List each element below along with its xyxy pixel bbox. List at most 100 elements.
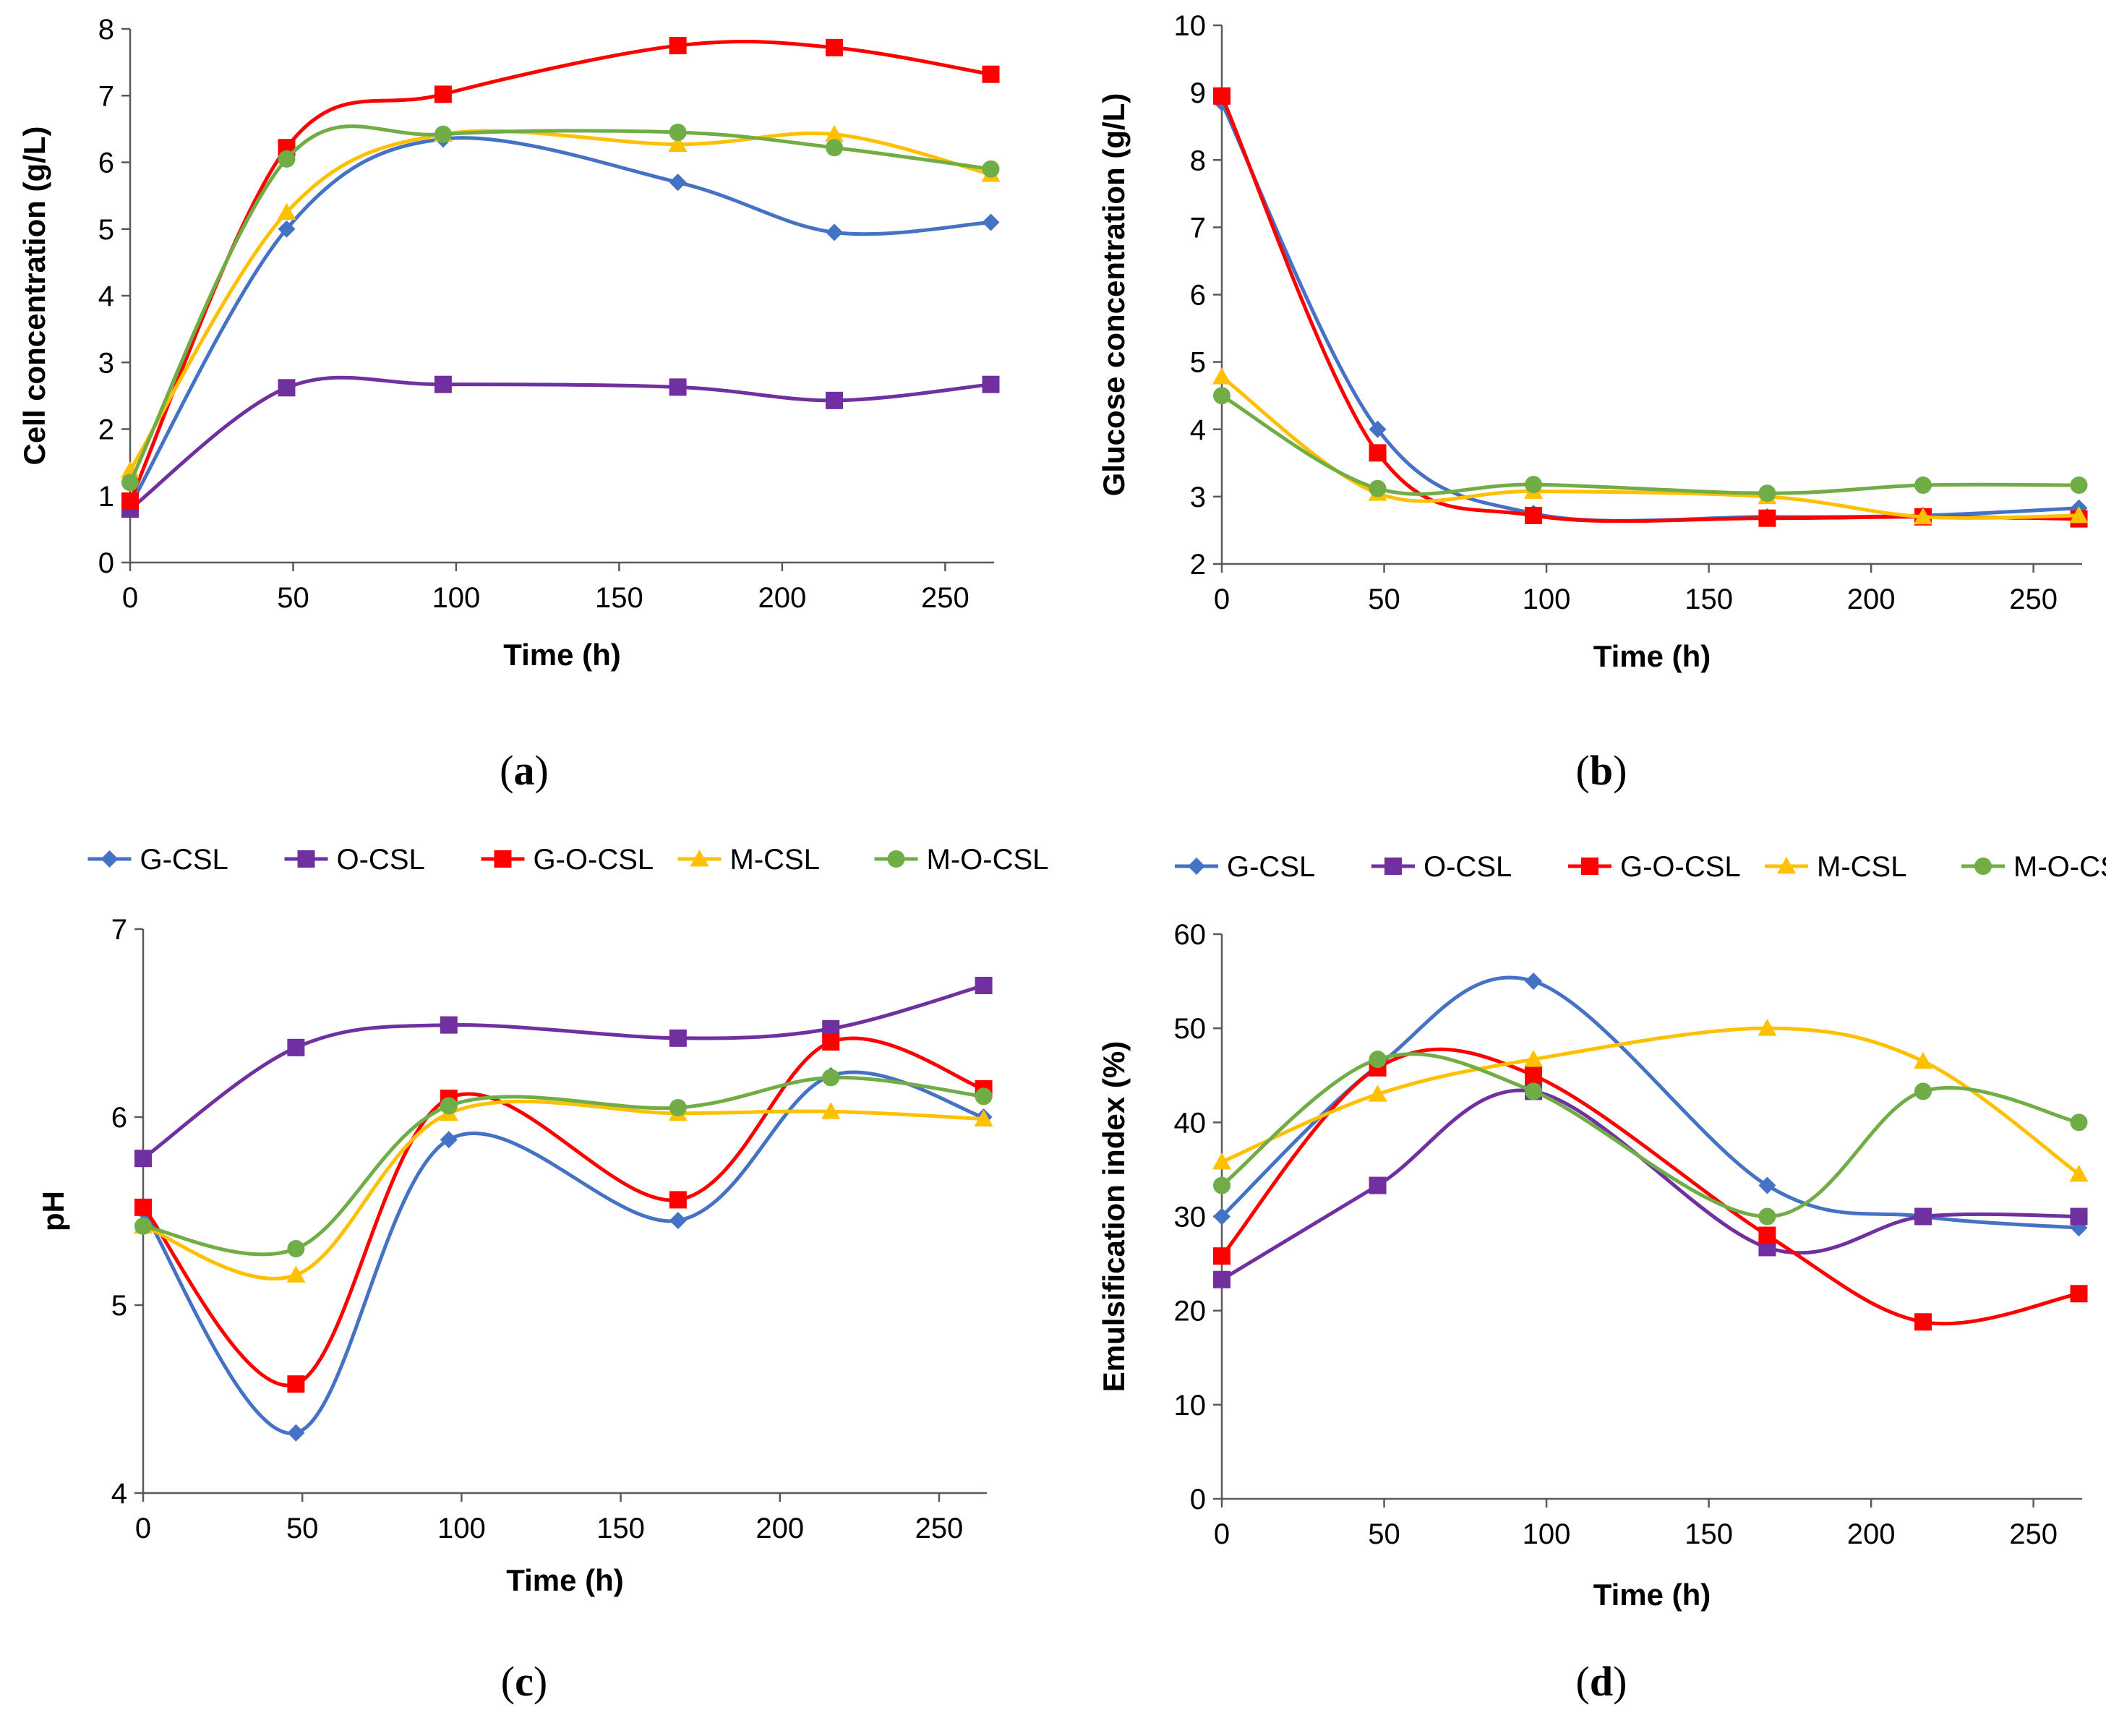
y-tick-label: 2 <box>98 414 114 446</box>
data-point-g-o-csl <box>1213 1247 1230 1265</box>
series-m-csl <box>1212 1019 2089 1182</box>
data-point-g-csl <box>1213 1207 1230 1226</box>
data-point-m-csl <box>286 1265 306 1283</box>
data-point-m-o-csl <box>434 125 452 143</box>
y-tick-label: 2 <box>1190 549 1206 581</box>
series-m-csl <box>121 124 1001 479</box>
legend-item-o-csl: O-CSL <box>284 844 425 876</box>
y-tick-label: 8 <box>1190 145 1206 176</box>
series-o-csl <box>1213 1082 2088 1288</box>
x-tick-label: 50 <box>1368 583 1400 615</box>
data-point-g-csl <box>440 1131 458 1149</box>
x-tick-label: 50 <box>286 1513 319 1544</box>
series-o-csl <box>121 375 1000 518</box>
x-axis-title: Time (h) <box>1593 1578 1711 1612</box>
data-point-g-csl <box>669 174 687 192</box>
y-tick-label: 4 <box>111 1478 127 1510</box>
series-line-o-csl <box>142 983 985 1160</box>
legend-item-g-o-csl: G-O-CSL <box>481 844 654 876</box>
data-point-g-o-csl <box>822 1033 840 1051</box>
data-point-m-o-csl <box>826 139 844 157</box>
y-tick-label: 50 <box>1174 1013 1207 1045</box>
data-point-g-csl <box>1369 420 1387 438</box>
series-line-g-o-csl <box>1220 95 2079 523</box>
y-tick-label: 4 <box>1190 414 1206 446</box>
panel-caption: (d) <box>1576 1658 1627 1705</box>
series-line-g-o-csl <box>142 1036 985 1387</box>
y-tick-label: 7 <box>1190 212 1206 244</box>
y-axis-title: Glucose concentration (g/L) <box>1097 93 1131 497</box>
legend-marker-m-csl <box>690 850 709 867</box>
series-m-o-csl <box>134 1069 993 1257</box>
x-tick-label: 200 <box>1847 1518 1896 1550</box>
data-point-o-csl <box>982 375 1000 393</box>
data-point-g-csl <box>1525 972 1543 991</box>
x-tick-label: 50 <box>1368 1518 1400 1550</box>
legend-marker-g-o-csl <box>1581 858 1598 875</box>
data-point-o-csl <box>134 1150 152 1168</box>
data-point-g-o-csl <box>1525 1066 1543 1085</box>
y-tick-label: 9 <box>1190 77 1206 109</box>
series-line-g-o-csl <box>128 39 991 503</box>
y-tick-label: 20 <box>1174 1296 1207 1327</box>
legend: G-CSL O-CSL G-O-CSL M-CSL M-O-CSL <box>1175 851 2106 883</box>
data-point-g-o-csl <box>982 65 1000 83</box>
x-tick-label: 150 <box>1685 583 1733 615</box>
data-point-o-csl <box>434 375 452 393</box>
series-line-m-o-csl <box>1220 394 2079 496</box>
data-point-m-o-csl <box>2070 476 2088 495</box>
x-tick-label: 250 <box>2009 583 2058 615</box>
data-point-g-o-csl <box>1914 1313 1932 1331</box>
y-tick-label: 0 <box>1190 1484 1206 1515</box>
x-tick-label: 150 <box>596 1513 645 1544</box>
data-point-m-o-csl <box>440 1097 458 1115</box>
y-axis-title: pH <box>36 1191 70 1231</box>
data-point-g-o-csl <box>287 1375 305 1393</box>
data-point-m-o-csl <box>2070 1113 2088 1132</box>
chart-a: 0 1 2 3 4 5 6 7 8 0 50 100 150 200 250 Time (h) Cell con… <box>17 14 1001 794</box>
data-point-m-csl <box>2069 505 2089 523</box>
x-tick-label: 150 <box>1685 1518 1733 1550</box>
y-tick-label: 10 <box>1174 10 1207 42</box>
panel-caption: (b) <box>1576 747 1627 794</box>
data-point-o-csl <box>1369 1176 1387 1194</box>
data-point-g-o-csl <box>1758 509 1776 527</box>
data-point-g-o-csl <box>1758 1226 1776 1244</box>
data-point-m-csl <box>1758 1019 1777 1036</box>
data-point-g-o-csl <box>1369 444 1387 462</box>
y-tick-label: 7 <box>98 80 114 112</box>
data-point-o-csl <box>669 378 687 396</box>
data-point-g-csl <box>278 220 296 238</box>
x-axis-title: Time (h) <box>1593 639 1711 673</box>
x-tick-label: 100 <box>1523 1518 1571 1550</box>
series-m-o-csl <box>1213 1051 2088 1226</box>
x-tick-label: 100 <box>437 1513 486 1544</box>
y-tick-label: 5 <box>1190 347 1206 379</box>
y-tick-label: 40 <box>1174 1107 1207 1139</box>
legend-item-m-csl: M-CSL <box>1765 851 1906 883</box>
data-point-g-o-csl <box>121 492 139 510</box>
data-point-m-csl <box>277 202 296 221</box>
y-tick-label: 3 <box>98 347 114 379</box>
legend-marker-g-o-csl <box>494 850 512 868</box>
legend-marker-m-o-csl <box>1974 858 1992 875</box>
data-point-m-o-csl <box>1369 479 1387 497</box>
data-point-m-o-csl <box>1914 1082 1932 1100</box>
y-axis-title: Cell concentration (g/L) <box>17 126 51 465</box>
series-g-csl <box>1213 972 2088 1237</box>
data-point-g-o-csl <box>669 1191 687 1209</box>
series-line-o-csl <box>1220 1088 2079 1281</box>
x-tick-label: 100 <box>432 582 481 614</box>
data-point-g-o-csl <box>669 37 687 55</box>
data-point-g-o-csl <box>1213 87 1230 105</box>
x-tick-label: 100 <box>1523 583 1571 615</box>
legend-item-g-o-csl: G-O-CSL <box>1568 851 1741 883</box>
x-axis-title: Time (h) <box>503 638 621 672</box>
series-line-g-o-csl <box>1220 1047 2079 1326</box>
data-point-o-csl <box>1914 1207 1932 1226</box>
data-point-o-csl <box>669 1029 687 1047</box>
data-point-m-o-csl <box>287 1240 305 1257</box>
data-point-m-csl <box>1524 1050 1544 1067</box>
y-axis-title: Emulsification index (%) <box>1097 1041 1131 1392</box>
data-point-g-o-csl <box>434 85 452 103</box>
